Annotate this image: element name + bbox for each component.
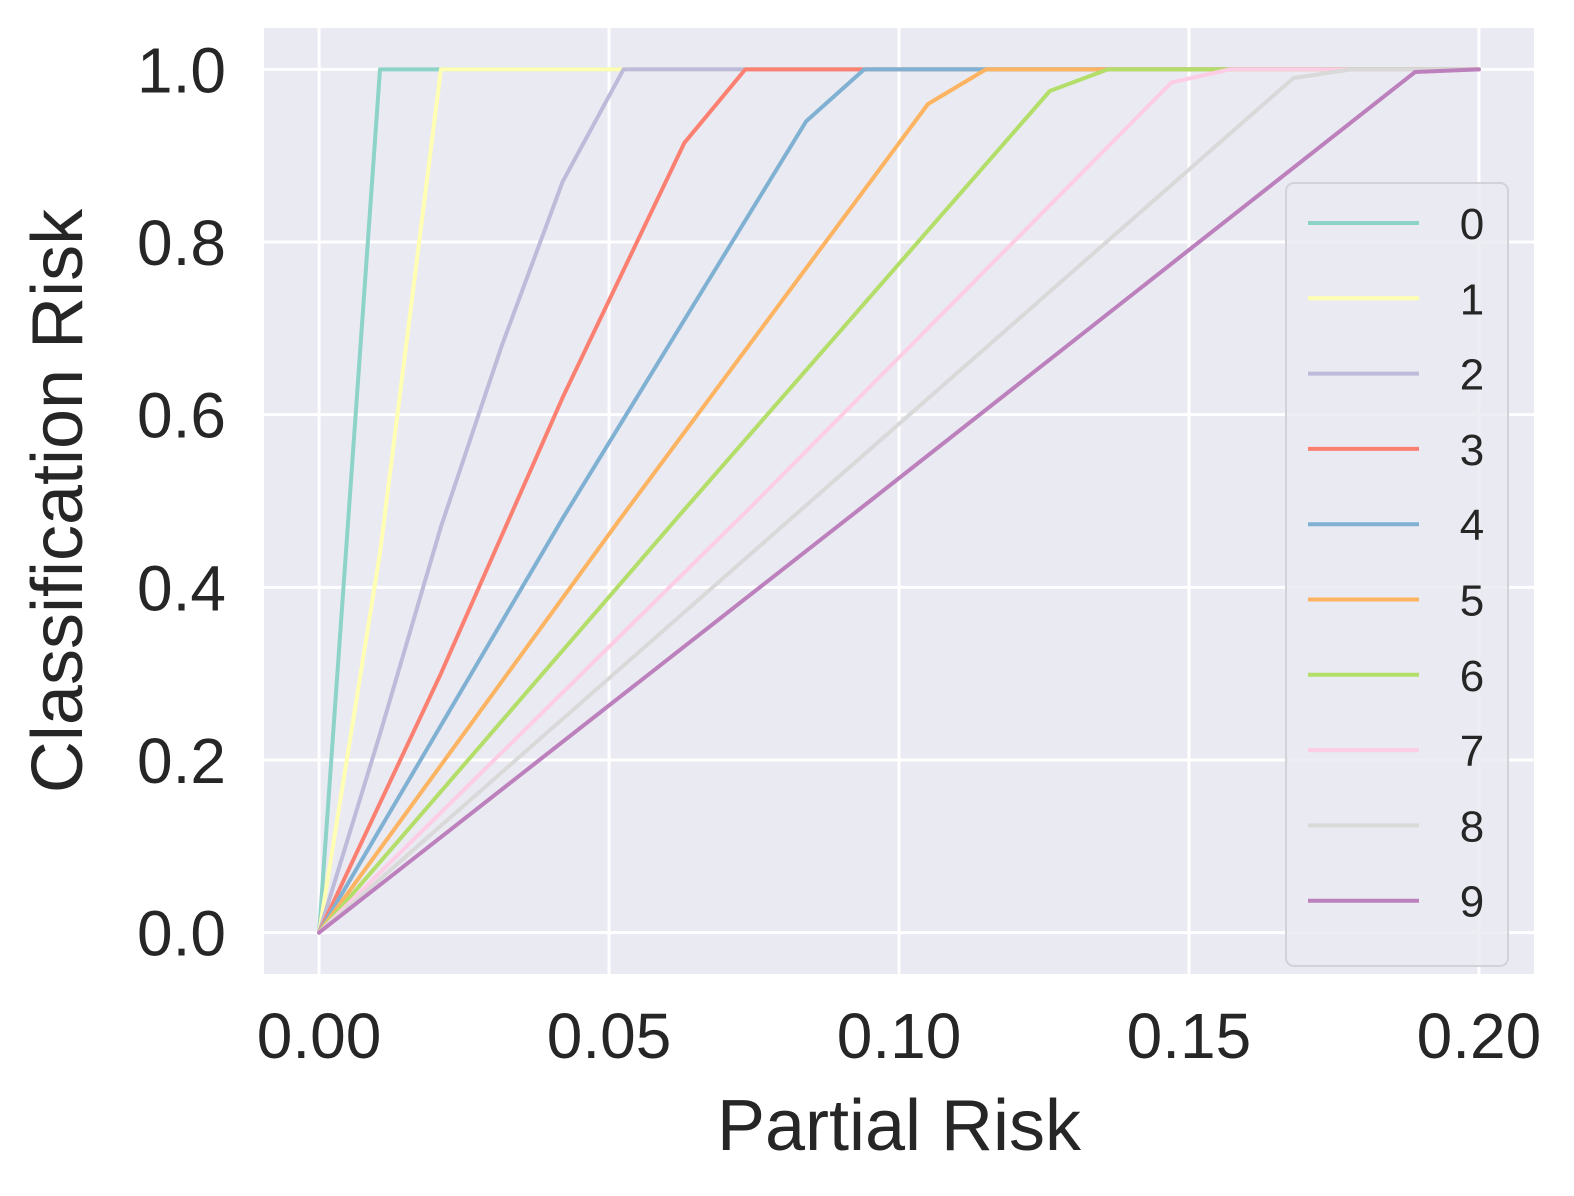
legend-label-3: 3 [1460,426,1484,475]
legend-label-8: 8 [1460,802,1484,851]
series-lines [317,67,1481,935]
y-axis-label: Classification Risk [18,208,98,793]
legend-label-5: 5 [1460,577,1484,626]
series-line-9 [317,67,1481,935]
x-tick-label: 0.20 [1417,1000,1542,1072]
legend-label-6: 6 [1460,652,1484,701]
series-line-2 [317,67,1481,935]
legend-label-4: 4 [1460,501,1484,550]
y-tick-label: 0.0 [137,898,226,970]
y-tick-label: 0.6 [137,380,226,452]
series-line-7 [317,67,1481,935]
legend-label-1: 1 [1460,275,1484,324]
y-tick-labels: 0.0 0.2 0.4 0.6 0.8 1.0 [137,34,226,969]
legend-label-7: 7 [1460,727,1484,776]
x-tick-label: 0.05 [547,1000,672,1072]
x-tick-label: 0.00 [257,1000,382,1072]
x-tick-label: 0.10 [837,1000,962,1072]
x-axis-label: Partial Risk [717,1086,1082,1166]
legend-label-9: 9 [1460,878,1484,927]
legend: 0 1 2 3 4 5 6 7 8 9 [1285,182,1509,967]
legend-box [1285,182,1509,967]
legend-label-2: 2 [1460,351,1484,400]
y-tick-label: 0.4 [137,552,226,624]
y-tick-label: 0.2 [137,725,226,797]
x-tick-label: 0.15 [1127,1000,1252,1072]
x-tick-labels: 0.00 0.05 0.10 0.15 0.20 [257,1000,1541,1072]
series-line-8 [317,67,1481,935]
legend-label-0: 0 [1460,200,1484,249]
y-tick-label: 1.0 [137,34,226,106]
y-tick-label: 0.8 [137,207,226,279]
